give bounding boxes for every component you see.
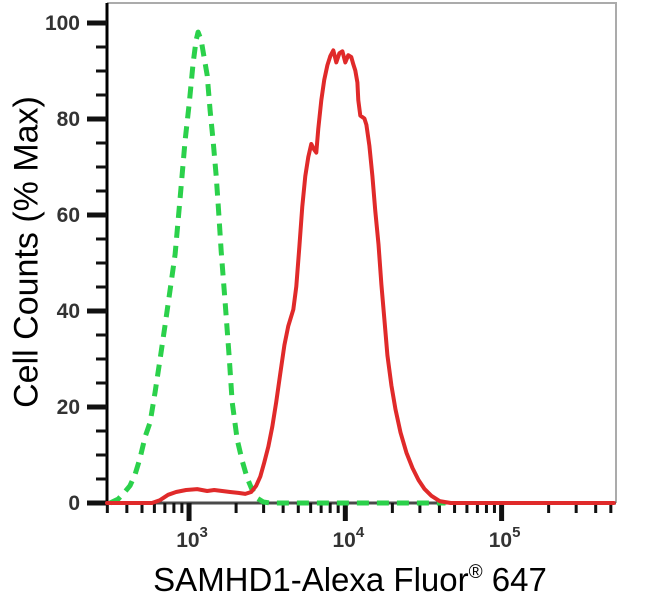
y-axis-label: Cell Counts (% Max) bbox=[7, 96, 46, 408]
x-tick-label: 105 bbox=[489, 524, 521, 552]
x-axis-title-number: 647 bbox=[482, 561, 547, 598]
x-tick-label: 103 bbox=[176, 524, 208, 552]
y-tick-label: 40 bbox=[57, 300, 80, 323]
plot-border bbox=[107, 2, 617, 503]
red-solid-curve bbox=[105, 48, 616, 505]
registered-trademark-symbol: ® bbox=[468, 562, 483, 583]
y-tick-label: 20 bbox=[57, 396, 80, 419]
x-axis-title-text: SAMHD1-Alexa Fluor bbox=[153, 561, 469, 598]
y-tick-label: 100 bbox=[45, 12, 80, 35]
y-tick-label: 60 bbox=[57, 204, 80, 227]
x-tick-label: 104 bbox=[332, 524, 364, 552]
y-tick-label: 80 bbox=[57, 108, 80, 131]
green-dashed-curve bbox=[108, 29, 446, 506]
x-axis-title: SAMHD1-Alexa Fluor® 647 bbox=[153, 561, 547, 599]
y-tick-label: 0 bbox=[68, 492, 80, 515]
